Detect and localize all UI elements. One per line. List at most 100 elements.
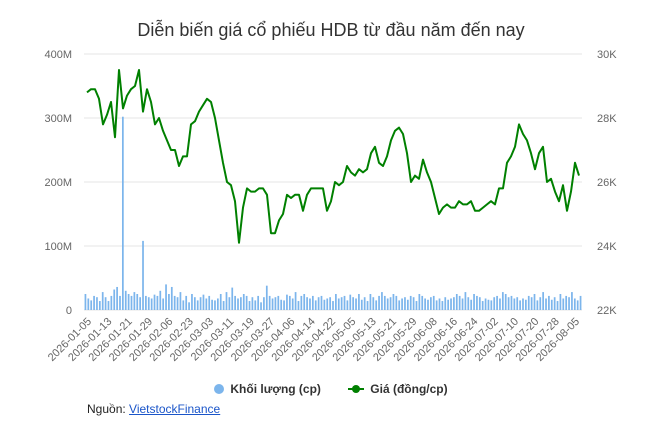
volume-bar[interactable] [193,297,196,310]
volume-bar[interactable] [470,299,473,310]
volume-bar[interactable] [98,301,101,310]
volume-bar[interactable] [467,297,470,310]
volume-bar[interactable] [340,297,343,310]
volume-bar[interactable] [121,116,124,310]
volume-bar[interactable] [401,298,403,310]
volume-bar[interactable] [265,285,268,310]
volume-bar[interactable] [323,299,326,310]
volume-bar[interactable] [133,292,136,310]
volume-bar[interactable] [461,298,464,310]
volume-bar[interactable] [309,298,311,310]
volume-bar[interactable] [510,295,513,310]
volume-bar[interactable] [142,240,144,310]
volume-bar[interactable] [372,297,375,310]
volume-bar[interactable] [476,295,478,310]
volume-bar[interactable] [556,301,559,310]
volume-bar[interactable] [496,295,498,310]
volume-bar[interactable] [542,292,545,310]
volume-bar[interactable] [360,299,363,310]
volume-bar[interactable] [277,295,280,310]
volume-bar[interactable] [248,301,251,310]
volume-bar[interactable] [358,294,360,310]
volume-bar[interactable] [216,298,219,310]
volume-bar[interactable] [237,298,239,310]
volume-bar[interactable] [366,301,369,310]
volume-bar[interactable] [139,297,141,310]
volume-bar[interactable] [222,301,225,310]
volume-bar[interactable] [395,295,398,310]
volume-bar[interactable] [478,297,481,310]
volume-bar[interactable] [447,299,450,310]
legend-item-price[interactable]: Giá (đồng/cp) [348,382,448,396]
volume-bar[interactable] [165,284,167,310]
volume-bar[interactable] [145,295,147,310]
volume-bar[interactable] [536,300,539,310]
volume-bar[interactable] [153,294,156,310]
volume-bar[interactable] [343,295,346,310]
volume-bar[interactable] [527,295,530,310]
volume-bar[interactable] [412,297,415,310]
volume-bar[interactable] [107,301,110,310]
volume-bar[interactable] [389,297,392,310]
volume-bar[interactable] [378,295,380,310]
volume-bar[interactable] [493,297,496,310]
volume-bar[interactable] [219,294,222,310]
volume-bar[interactable] [545,298,547,310]
volume-bar[interactable] [96,297,98,310]
volume-bar[interactable] [116,286,118,310]
volume-bar[interactable] [576,300,579,310]
price-series-line[interactable] [86,69,580,244]
volume-bar[interactable] [559,294,562,310]
volume-bar[interactable] [386,298,389,310]
volume-bar[interactable] [283,300,285,310]
volume-bar[interactable] [481,301,484,310]
volume-bar[interactable] [415,301,418,310]
volume-bar[interactable] [398,300,401,310]
volume-bar[interactable] [191,294,193,310]
volume-bar[interactable] [421,295,424,310]
volume-bar[interactable] [317,297,320,310]
volume-bar[interactable] [332,301,334,310]
volume-bar[interactable] [320,295,323,310]
volume-bar[interactable] [355,298,357,310]
volume-bar[interactable] [530,297,533,310]
volume-bar[interactable] [271,298,274,310]
volume-bar[interactable] [205,298,208,310]
volume-bar[interactable] [381,292,383,310]
volume-bar[interactable] [458,295,461,310]
source-link[interactable]: VietstockFinance [129,402,221,416]
volume-bar[interactable] [156,295,159,310]
volume-bar[interactable] [274,297,277,310]
volume-bar[interactable] [369,294,372,310]
volume-bar[interactable] [349,294,352,310]
volume-bar[interactable] [188,302,190,310]
volume-bar[interactable] [418,294,421,310]
volume-bar[interactable] [573,298,576,310]
volume-bar[interactable] [513,298,516,310]
volume-bar[interactable] [435,300,438,310]
volume-bar[interactable] [173,295,176,310]
volume-bar[interactable] [507,297,510,310]
volume-bar[interactable] [352,297,355,310]
volume-bar[interactable] [490,300,493,310]
volume-bar[interactable] [263,297,265,310]
volume-bar[interactable] [430,297,432,310]
volume-bar[interactable] [306,297,308,310]
volume-bar[interactable] [455,294,458,310]
volume-bar[interactable] [136,294,139,310]
volume-bar[interactable] [159,290,162,310]
volume-bar[interactable] [424,298,426,310]
volume-bar[interactable] [130,295,133,310]
volume-bar[interactable] [441,301,444,310]
volume-bar[interactable] [303,294,306,310]
volume-bar[interactable] [110,295,113,310]
volume-bar[interactable] [234,295,236,310]
volume-bar[interactable] [406,299,409,310]
volume-bar[interactable] [119,295,121,310]
legend-item-volume[interactable]: Khối lượng (cp) [214,382,321,396]
volume-bar[interactable] [124,290,127,310]
volume-bar[interactable] [539,297,542,310]
volume-bar[interactable] [565,295,568,310]
volume-bar[interactable] [464,292,467,310]
volume-bar[interactable] [473,294,475,310]
